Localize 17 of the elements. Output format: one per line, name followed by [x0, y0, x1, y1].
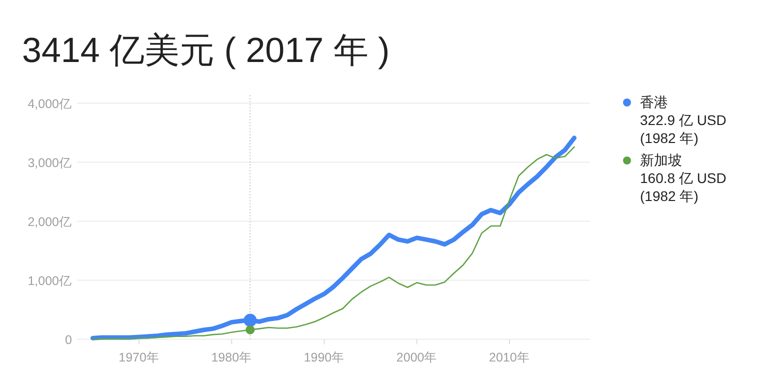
y-tick-label: 0	[65, 332, 72, 347]
text: (1982 年)	[640, 130, 698, 146]
y-tick-label: 4,000亿	[28, 96, 72, 111]
x-tick-label: 1970年	[118, 350, 160, 364]
legend-label: 香港	[640, 94, 668, 110]
y-tick-label: 2,000亿	[28, 214, 72, 229]
x-tick-label: 1990年	[304, 350, 345, 364]
text: (1982 年)	[640, 188, 698, 204]
y-tick-label: 1,000亿	[28, 274, 72, 288]
y-tick-label: 3,000亿	[28, 156, 72, 170]
x-tick-label: 2010年	[489, 350, 530, 364]
x-tick-label: 1980年	[211, 350, 252, 364]
text: 160.8 亿 USD	[640, 170, 726, 186]
chart-title: 3414 亿美元 ( 2017 年 )	[22, 31, 390, 70]
x-tick-label: 2000年	[396, 350, 438, 364]
legend-label: 新加坡	[640, 152, 682, 168]
text: 322.9 亿 USD	[640, 112, 726, 128]
